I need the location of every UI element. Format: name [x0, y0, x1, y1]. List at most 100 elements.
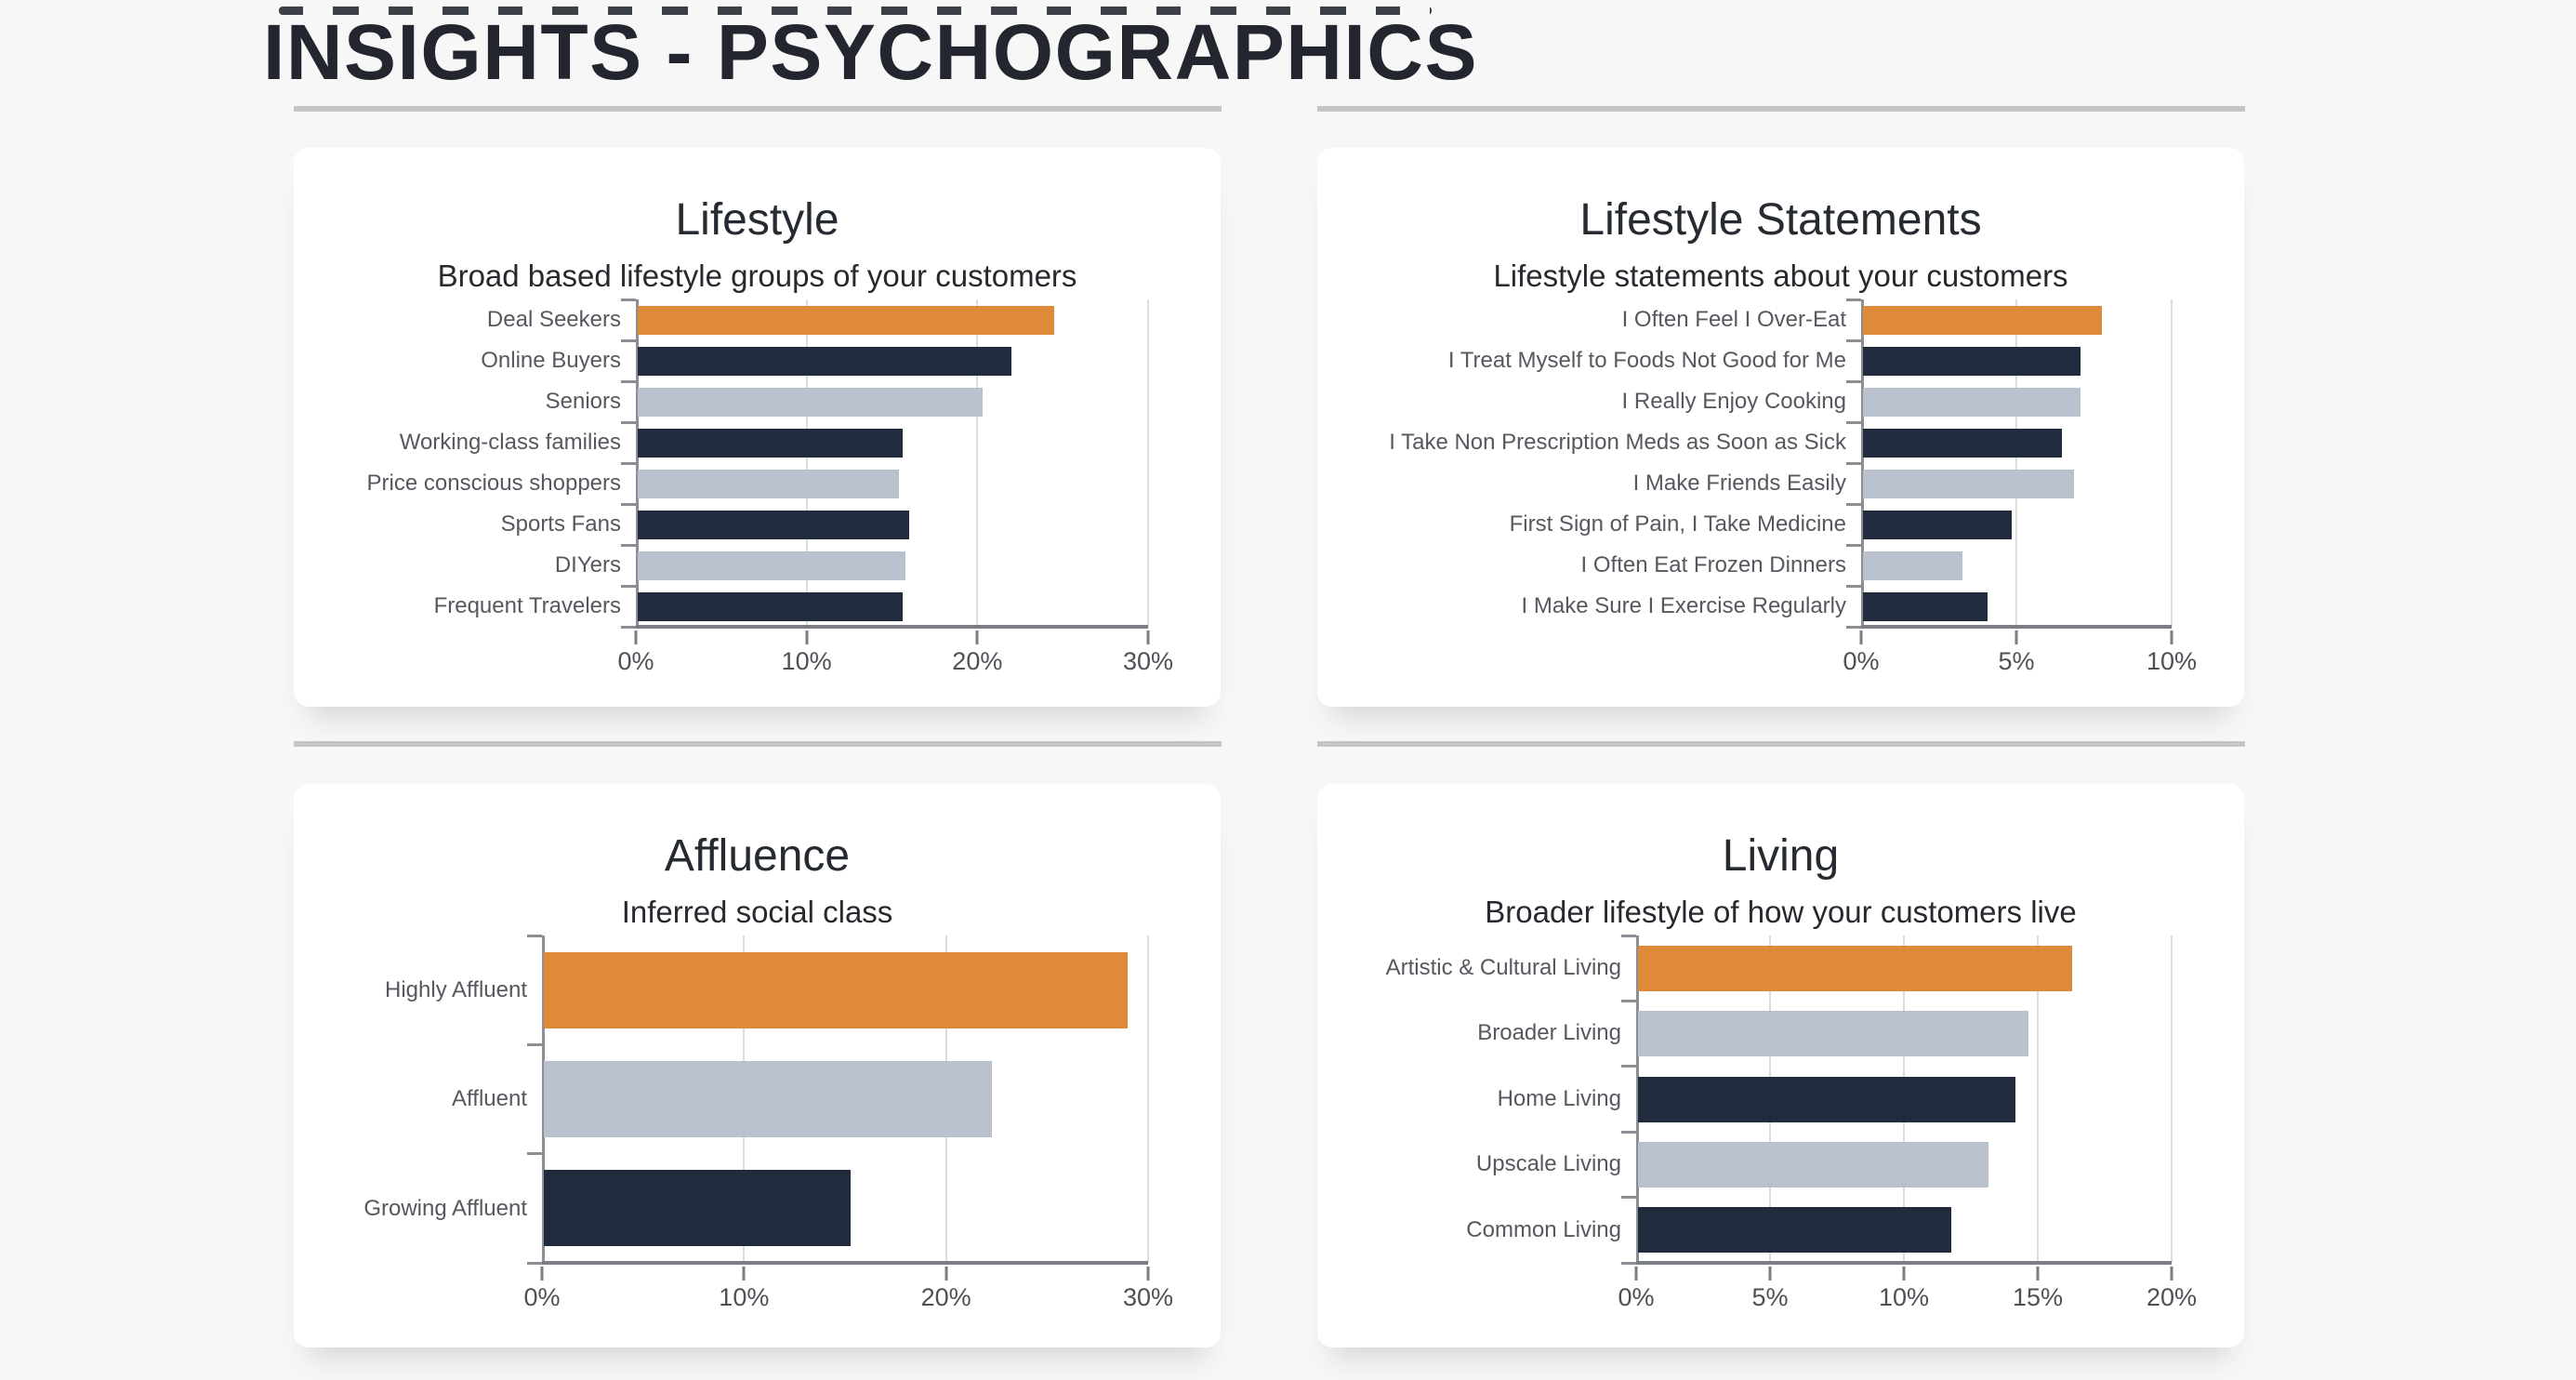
y-axis-tick: [527, 1042, 542, 1046]
y-axis-tick: [1621, 1130, 1636, 1134]
category-label: I Make Friends Easily: [1632, 471, 1846, 496]
x-tick-label: 20%: [2146, 1283, 2198, 1311]
y-axis-tick: [621, 338, 636, 342]
bar: [1863, 551, 1962, 580]
x-axis-tick: [1768, 1267, 1772, 1280]
category-label: Sports Fans: [500, 511, 621, 537]
category-label: Broader Living: [1477, 1020, 1621, 1046]
bar: [1863, 346, 2081, 376]
gridline: [2037, 935, 2039, 1263]
category-label: Artistic & Cultural Living: [1385, 955, 1621, 980]
bar: [638, 305, 1055, 335]
y-axis-tick: [1621, 1065, 1636, 1068]
bar: [638, 428, 903, 458]
category-label: I Often Eat Frozen Dinners: [1580, 552, 1846, 577]
category-label: Price conscious shoppers: [366, 471, 621, 496]
category-label: DIYers: [554, 552, 621, 577]
living-card: Living Broader lifestyle of how your cus…: [1317, 784, 2244, 1347]
bar: [1863, 591, 1988, 621]
y-axis-tick: [621, 625, 636, 629]
y-axis-tick: [621, 379, 636, 383]
gridline: [2171, 299, 2173, 627]
category-label: Online Buyers: [481, 348, 621, 373]
bar: [1863, 428, 2062, 458]
lifestyle-chart: 0% 10% 20% 30% Deal Seekers Online Buyers Seni…: [367, 298, 1173, 675]
x-axis-tick: [1146, 1267, 1150, 1280]
y-axis-tick: [1621, 999, 1636, 1002]
chart-title: Affluence: [664, 831, 851, 881]
x-axis-tick: [2170, 630, 2173, 644]
category-label: I Treat Myself to Foods Not Good for Me: [1447, 348, 1846, 373]
chart-subtitle: Broad based lifestyle groups of your cus…: [437, 259, 1077, 293]
bar: [1863, 305, 2103, 335]
y-axis-tick: [527, 934, 542, 937]
y-axis-tick: [621, 298, 636, 301]
bar: [1863, 469, 2075, 498]
x-axis-tick: [805, 630, 809, 644]
x-axis: [636, 625, 1148, 629]
category-label: I Really Enjoy Cooking: [1621, 389, 1846, 414]
x-tick-label: 15%: [2012, 1283, 2064, 1311]
x-tick-label: 10%: [1878, 1283, 1930, 1311]
gridline: [805, 299, 808, 627]
y-axis-tick: [1846, 543, 1861, 547]
y-axis-tick: [621, 584, 636, 588]
bar: [638, 510, 910, 539]
y-axis: [636, 299, 639, 627]
category-label: Upscale Living: [1475, 1151, 1621, 1177]
chart-subtitle: Inferred social class: [621, 895, 893, 929]
x-axis: [1861, 625, 2172, 629]
y-axis: [542, 935, 545, 1263]
x-tick-label: 10%: [2146, 647, 2198, 675]
y-axis-tick: [621, 420, 636, 424]
gridline: [1147, 935, 1149, 1263]
gridline: [1147, 299, 1149, 627]
category-label: I Make Sure I Exercise Regularly: [1521, 593, 1846, 618]
y-axis: [1861, 299, 1864, 627]
x-tick-label: 20%: [952, 647, 1003, 675]
y-axis-tick: [621, 502, 636, 506]
affluence-chart: 0% 10% 20% 30% Highly Affluent Affluent Growin…: [363, 934, 1173, 1311]
x-axis-tick: [634, 630, 638, 644]
living-chart: 0% 5% 10% 15% 20% Artistic & Cultural Living B…: [1386, 934, 2197, 1311]
y-axis-tick: [621, 461, 636, 465]
bar: [544, 1170, 852, 1247]
chart-title: Lifestyle: [675, 195, 839, 245]
y-axis-tick: [1846, 461, 1861, 465]
section-divider: [294, 741, 1222, 747]
category-label: Affluent: [452, 1086, 527, 1112]
category-label: Deal Seekers: [486, 307, 621, 332]
gridline: [2015, 299, 2017, 627]
y-axis-tick: [527, 1261, 542, 1265]
y-axis-tick: [1846, 338, 1861, 342]
y-axis: [1636, 935, 1639, 1263]
x-tick-label: 30%: [1122, 1283, 1174, 1311]
y-axis-tick: [1621, 934, 1636, 937]
bar: [638, 346, 1012, 376]
y-axis-tick: [1846, 502, 1861, 506]
bar: [1638, 945, 2072, 991]
x-axis-tick: [975, 630, 979, 644]
x-axis-tick: [945, 1267, 948, 1280]
y-axis-tick: [1846, 379, 1861, 383]
x-tick-label: 5%: [1998, 647, 2035, 675]
category-label: First Sign of Pain, I Take Medicine: [1509, 511, 1846, 537]
category-label: Common Living: [1466, 1216, 1621, 1242]
category-label: Frequent Travelers: [433, 593, 621, 618]
chart-subtitle: Lifestyle statements about your customer…: [1493, 259, 2068, 293]
gridline: [2171, 935, 2173, 1263]
chart-title: Lifestyle Statements: [1579, 195, 1982, 245]
gridline: [976, 299, 979, 627]
x-tick-label: 0%: [617, 647, 654, 675]
y-axis-tick: [1846, 420, 1861, 424]
x-axis-tick: [2015, 630, 2018, 644]
clipped-content-above: [279, 7, 1432, 15]
y-axis-tick: [1846, 584, 1861, 588]
x-axis-tick: [1634, 1267, 1638, 1280]
bar: [1863, 510, 2013, 539]
x-tick-label: 5%: [1751, 1283, 1789, 1311]
x-tick-label: 30%: [1122, 647, 1174, 675]
category-label: Growing Affluent: [363, 1195, 527, 1221]
y-axis-tick: [1621, 1196, 1636, 1200]
chart-title: Living: [1722, 831, 1840, 881]
